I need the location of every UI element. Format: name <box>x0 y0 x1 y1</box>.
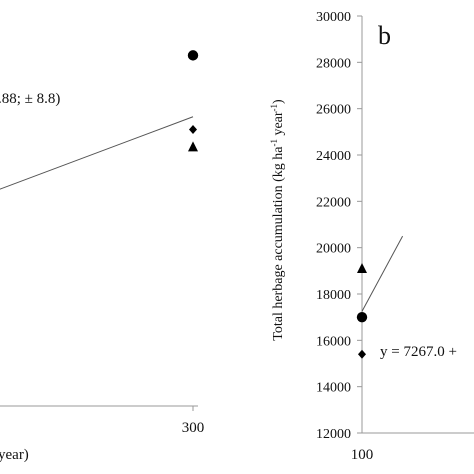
panel-b-y-axis-label-text: Total herbage accumulation (kg ha-1 year… <box>269 99 286 341</box>
panel-b-x-tick-label: 100 <box>351 447 374 463</box>
panel-a: 300 .88; ± 8.8) year) <box>0 50 204 463</box>
panel-b-fit-line <box>361 235 404 312</box>
panel-b-point-diamond <box>358 349 366 359</box>
panel-b-annotation: y = 7267.0 + <box>380 344 457 360</box>
panel-b-fit-line-path <box>361 235 404 312</box>
panel-a-x-axis: 300 <box>0 405 205 436</box>
panel-b: b 12000 14000 16000 18000 20000 22000 24000 260… <box>269 10 474 463</box>
panel-b-y-tick-label: 16000 <box>316 334 351 349</box>
panel-a-annotation: .88; ± 8.8) <box>0 91 60 107</box>
panel-b-point-triangle <box>357 263 367 274</box>
panel-a-fit-line-path <box>0 116 194 190</box>
panel-b-y-tick-label: 12000 <box>316 427 351 442</box>
panel-b-y-axis-label: Total herbage accumulation (kg ha-1 year… <box>269 99 286 341</box>
panel-b-y-tick-label: 22000 <box>316 195 351 210</box>
panel-b-label: b <box>378 21 391 50</box>
panel-b-y-tick-label: 18000 <box>316 288 351 303</box>
panel-b-y-tick-label: 24000 <box>316 149 351 164</box>
panel-a-x-tick-label: 300 <box>182 420 205 436</box>
panel-b-points <box>356 263 368 359</box>
panel-b-y-axis: 12000 14000 16000 18000 20000 22000 24000 26000… <box>316 10 363 442</box>
panel-a-point-triangle <box>188 141 198 152</box>
panel-b-y-tick-label: 14000 <box>316 381 351 396</box>
panel-a-x-axis-label: year) <box>0 447 29 463</box>
panel-b-y-tick-label: 28000 <box>316 56 351 71</box>
panel-b-point-circle <box>356 311 368 323</box>
panel-b-x-axis: 100 <box>351 432 474 463</box>
panel-b-y-tick-label: 26000 <box>316 103 351 118</box>
panel-a-fit-line <box>0 116 194 190</box>
panel-a-point-circle <box>187 50 199 61</box>
panel-b-y-tick-label: 30000 <box>316 10 351 25</box>
panel-a-point-diamond <box>189 125 197 135</box>
panel-b-y-tick-label: 20000 <box>316 242 351 257</box>
panel-a-points <box>187 50 199 152</box>
